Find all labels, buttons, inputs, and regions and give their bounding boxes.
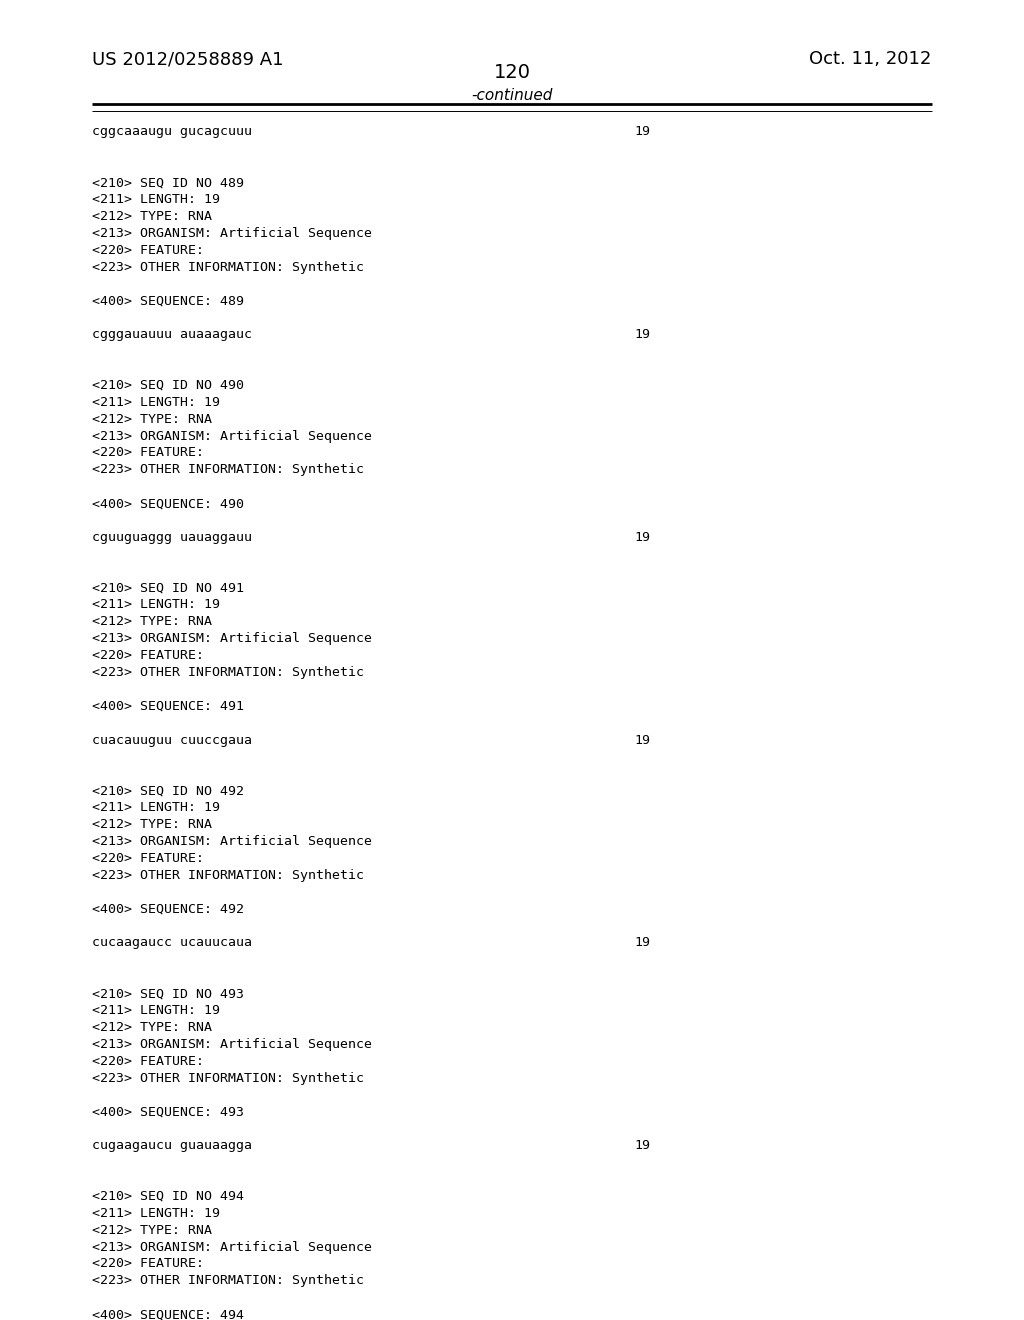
Text: <213> ORGANISM: Artificial Sequence: <213> ORGANISM: Artificial Sequence: [92, 1241, 372, 1254]
Text: cguuguaggg uauaggauu: cguuguaggg uauaggauu: [92, 531, 252, 544]
Text: <213> ORGANISM: Artificial Sequence: <213> ORGANISM: Artificial Sequence: [92, 836, 372, 847]
Text: cuacauuguu cuuccgaua: cuacauuguu cuuccgaua: [92, 734, 252, 747]
Text: <400> SEQUENCE: 489: <400> SEQUENCE: 489: [92, 294, 244, 308]
Text: <212> TYPE: RNA: <212> TYPE: RNA: [92, 818, 212, 832]
Text: <210> SEQ ID NO 494: <210> SEQ ID NO 494: [92, 1189, 244, 1203]
Text: <211> LENGTH: 19: <211> LENGTH: 19: [92, 598, 220, 611]
Text: US 2012/0258889 A1: US 2012/0258889 A1: [92, 50, 284, 69]
Text: <210> SEQ ID NO 490: <210> SEQ ID NO 490: [92, 379, 244, 392]
Text: <223> OTHER INFORMATION: Synthetic: <223> OTHER INFORMATION: Synthetic: [92, 1072, 365, 1085]
Text: 19: 19: [635, 531, 651, 544]
Text: <223> OTHER INFORMATION: Synthetic: <223> OTHER INFORMATION: Synthetic: [92, 1274, 365, 1287]
Text: <211> LENGTH: 19: <211> LENGTH: 19: [92, 801, 220, 814]
Text: 19: 19: [635, 936, 651, 949]
Text: <211> LENGTH: 19: <211> LENGTH: 19: [92, 193, 220, 206]
Text: <213> ORGANISM: Artificial Sequence: <213> ORGANISM: Artificial Sequence: [92, 429, 372, 442]
Text: <213> ORGANISM: Artificial Sequence: <213> ORGANISM: Artificial Sequence: [92, 1038, 372, 1051]
Text: 19: 19: [635, 125, 651, 139]
Text: <213> ORGANISM: Artificial Sequence: <213> ORGANISM: Artificial Sequence: [92, 227, 372, 240]
Text: <400> SEQUENCE: 491: <400> SEQUENCE: 491: [92, 700, 244, 713]
Text: <210> SEQ ID NO 493: <210> SEQ ID NO 493: [92, 987, 244, 1001]
Text: <220> FEATURE:: <220> FEATURE:: [92, 1055, 204, 1068]
Text: <212> TYPE: RNA: <212> TYPE: RNA: [92, 210, 212, 223]
Text: <212> TYPE: RNA: <212> TYPE: RNA: [92, 1020, 212, 1034]
Text: <223> OTHER INFORMATION: Synthetic: <223> OTHER INFORMATION: Synthetic: [92, 667, 365, 678]
Text: <210> SEQ ID NO 492: <210> SEQ ID NO 492: [92, 784, 244, 797]
Text: <400> SEQUENCE: 493: <400> SEQUENCE: 493: [92, 1105, 244, 1118]
Text: -continued: -continued: [471, 88, 553, 103]
Text: cugaagaucu guauaagga: cugaagaucu guauaagga: [92, 1139, 252, 1152]
Text: <400> SEQUENCE: 492: <400> SEQUENCE: 492: [92, 903, 244, 916]
Text: 19: 19: [635, 329, 651, 341]
Text: <211> LENGTH: 19: <211> LENGTH: 19: [92, 1005, 220, 1016]
Text: <210> SEQ ID NO 491: <210> SEQ ID NO 491: [92, 582, 244, 594]
Text: <220> FEATURE:: <220> FEATURE:: [92, 851, 204, 865]
Text: <400> SEQUENCE: 490: <400> SEQUENCE: 490: [92, 498, 244, 510]
Text: <220> FEATURE:: <220> FEATURE:: [92, 649, 204, 663]
Text: <223> OTHER INFORMATION: Synthetic: <223> OTHER INFORMATION: Synthetic: [92, 869, 365, 882]
Text: cucaagaucc ucauucaua: cucaagaucc ucauucaua: [92, 936, 252, 949]
Text: 19: 19: [635, 1139, 651, 1152]
Text: <400> SEQUENCE: 494: <400> SEQUENCE: 494: [92, 1308, 244, 1320]
Text: <210> SEQ ID NO 489: <210> SEQ ID NO 489: [92, 176, 244, 189]
Text: <211> LENGTH: 19: <211> LENGTH: 19: [92, 396, 220, 409]
Text: Oct. 11, 2012: Oct. 11, 2012: [809, 50, 932, 69]
Text: <220> FEATURE:: <220> FEATURE:: [92, 1258, 204, 1270]
Text: <212> TYPE: RNA: <212> TYPE: RNA: [92, 1224, 212, 1237]
Text: 19: 19: [635, 734, 651, 747]
Text: 120: 120: [494, 63, 530, 82]
Text: <223> OTHER INFORMATION: Synthetic: <223> OTHER INFORMATION: Synthetic: [92, 260, 365, 273]
Text: <220> FEATURE:: <220> FEATURE:: [92, 244, 204, 256]
Text: <212> TYPE: RNA: <212> TYPE: RNA: [92, 413, 212, 425]
Text: <211> LENGTH: 19: <211> LENGTH: 19: [92, 1206, 220, 1220]
Text: <220> FEATURE:: <220> FEATURE:: [92, 446, 204, 459]
Text: cggcaaaugu gucagcuuu: cggcaaaugu gucagcuuu: [92, 125, 252, 139]
Text: <213> ORGANISM: Artificial Sequence: <213> ORGANISM: Artificial Sequence: [92, 632, 372, 645]
Text: <223> OTHER INFORMATION: Synthetic: <223> OTHER INFORMATION: Synthetic: [92, 463, 365, 477]
Text: <212> TYPE: RNA: <212> TYPE: RNA: [92, 615, 212, 628]
Text: cgggauauuu auaaagauc: cgggauauuu auaaagauc: [92, 329, 252, 341]
